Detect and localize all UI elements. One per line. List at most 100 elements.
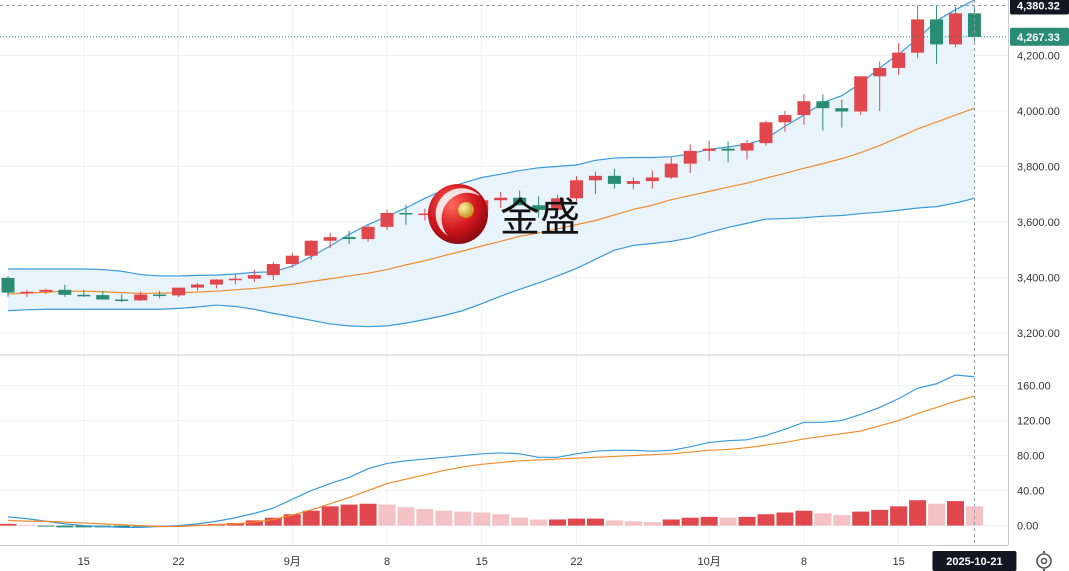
histogram-bar (965, 506, 983, 526)
candle (361, 224, 375, 242)
histogram-bar (719, 517, 737, 526)
indicator-axis[interactable]: 0.00 40.00 80.00 120.00 160.00 (1017, 381, 1051, 533)
histogram-bar (586, 518, 604, 526)
time-tick-label: 22 (570, 556, 582, 568)
candle (930, 5, 944, 64)
indicator-tick-label: 120.00 (1017, 416, 1051, 428)
histogram-bar (890, 506, 908, 526)
histogram-bar (56, 525, 74, 528)
svg-text:4,380.32: 4,380.32 (1017, 0, 1060, 12)
time-tick-label: 10月 (698, 556, 721, 568)
price-tick-label: 3,600.00 (1017, 217, 1060, 229)
gear-icon[interactable] (1036, 551, 1052, 571)
candle (1, 275, 15, 297)
histogram-bar (549, 519, 567, 526)
histogram-bar (662, 519, 680, 526)
logo-gold-dot-icon (458, 202, 474, 218)
candle (39, 288, 53, 294)
histogram-bar (530, 519, 548, 526)
indicator-slow-line (7, 395, 975, 528)
candle (949, 6, 962, 48)
candle (323, 232, 337, 249)
candle (854, 76, 868, 116)
indicator-tick-label: 40.00 (1017, 486, 1045, 498)
candle (58, 284, 72, 297)
histogram-bar (18, 524, 36, 526)
candle (740, 140, 754, 160)
svg-text:2025-10-21: 2025-10-21 (946, 556, 1002, 568)
indicator-lines (7, 374, 975, 528)
price-axis[interactable]: 3,200.00 3,400.00 3,600.00 3,800.00 4,000.00… (1017, 50, 1060, 339)
histogram-bar (700, 516, 718, 526)
histogram-bar (454, 511, 472, 526)
crosshair (0, 0, 1008, 545)
panel-separators (0, 0, 1009, 546)
candle (115, 294, 129, 303)
histogram-bar (795, 510, 813, 526)
crosshair-price-badge: 4,380.32 (1010, 0, 1069, 15)
histogram-bar (776, 512, 794, 526)
candle (266, 262, 280, 281)
candle (77, 289, 91, 298)
band-fill (8, 0, 975, 327)
histogram-bar (37, 525, 55, 527)
lower-band-line (7, 197, 975, 328)
time-tick-label: 8 (384, 556, 390, 568)
candle (228, 273, 242, 285)
histogram-bar (321, 506, 339, 526)
candle (721, 141, 735, 163)
middle-band-line (7, 107, 975, 295)
histogram-bar (947, 501, 964, 526)
svg-text:4,267.33: 4,267.33 (1017, 32, 1060, 44)
histogram-bar (757, 514, 775, 526)
histogram-bar (814, 513, 832, 526)
indicator-tick-label: 160.00 (1017, 381, 1051, 393)
candle (513, 190, 527, 206)
price-tick-label: 4,200.00 (1017, 50, 1060, 62)
last-price-badge: 4,267.33 (1010, 27, 1069, 46)
candle (172, 287, 186, 298)
histogram-bar (568, 518, 585, 526)
histogram-bar (928, 503, 946, 526)
histogram-bar (605, 520, 623, 526)
upper-band-line (8, 0, 975, 277)
time-tick-label: 15 (893, 556, 905, 568)
price-tick-label: 3,400.00 (1017, 272, 1060, 284)
histogram-bar (264, 517, 282, 526)
candle (494, 191, 508, 209)
histogram-bar (738, 516, 756, 526)
bollinger-bands (7, 0, 975, 328)
candle (153, 290, 167, 299)
histogram-bar (624, 521, 642, 526)
candle (664, 157, 678, 179)
time-tick-label: 8 (801, 556, 807, 568)
histogram-bar (378, 504, 396, 526)
candle (797, 94, 811, 125)
candle (191, 283, 204, 291)
candle (342, 230, 356, 245)
candlestick-series (1, 5, 981, 303)
candle (835, 99, 849, 128)
histogram-bar (359, 503, 377, 526)
candle (304, 240, 318, 260)
indicator-histogram (0, 500, 983, 528)
candle (816, 94, 830, 131)
candle (892, 42, 906, 75)
candle (645, 170, 659, 189)
histogram-bar (473, 512, 491, 526)
candle (702, 140, 716, 161)
candle (134, 291, 148, 301)
candle (418, 208, 432, 221)
histogram-bar (397, 507, 415, 526)
candle (778, 110, 792, 132)
time-axis[interactable]: 15 22 9月 8 15 22 10月 8 15 (78, 556, 905, 568)
candle (570, 176, 583, 202)
candle (626, 177, 640, 190)
price-tick-label: 4,000.00 (1017, 106, 1060, 118)
candle (683, 144, 697, 174)
indicator-tick-label: 0.00 (1017, 521, 1038, 533)
histogram-bar (909, 500, 927, 526)
time-tick-label: 22 (172, 556, 184, 568)
candle (532, 196, 546, 218)
